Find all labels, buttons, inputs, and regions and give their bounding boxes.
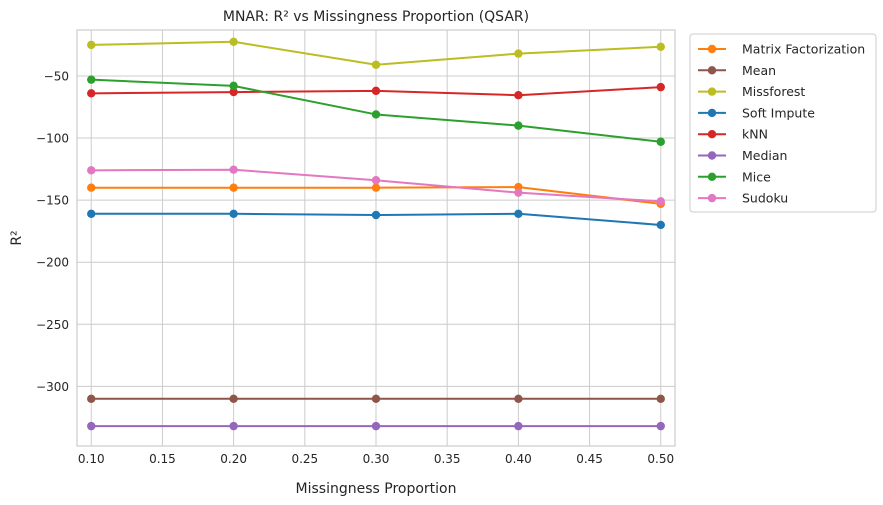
data-point <box>514 209 523 218</box>
data-point <box>229 165 238 174</box>
series-group <box>87 37 665 431</box>
data-point <box>656 82 665 92</box>
data-point <box>514 90 523 100</box>
x-axis-label: Missingness Proportion <box>296 481 457 497</box>
data-point <box>229 37 238 46</box>
data-point <box>371 110 381 119</box>
data-point <box>514 121 523 130</box>
data-point <box>87 166 96 175</box>
data-point <box>229 394 238 404</box>
x-tick-label: 0.10 <box>78 452 105 466</box>
data-point <box>87 394 96 404</box>
data-point <box>229 209 238 218</box>
data-point <box>87 183 96 192</box>
y-tick-labels: −50 −100 −150 −200 −250 −300 <box>36 69 69 393</box>
legend-item: Median <box>698 148 787 163</box>
series-knn <box>87 82 665 100</box>
x-tick-label: 0.35 <box>434 452 461 466</box>
legend-label: Sudoku <box>742 191 788 206</box>
legend-item: Sudoku <box>698 191 788 206</box>
x-tick-label: 0.15 <box>149 452 176 466</box>
data-point <box>371 210 381 220</box>
series-mean <box>87 394 665 404</box>
x-tick-label: 0.40 <box>505 452 532 466</box>
y-tick-label: −50 <box>44 69 69 83</box>
legend-swatch-marker <box>707 44 717 54</box>
series-median <box>87 421 665 431</box>
series-soft-impute <box>87 209 665 230</box>
data-point <box>656 394 665 404</box>
data-point <box>514 421 523 431</box>
y-tick-label: −300 <box>36 380 69 394</box>
x-tick-label: 0.50 <box>647 452 674 466</box>
legend: Matrix Factorization Mean Missforest Soft I… <box>689 33 877 213</box>
data-point <box>371 176 381 185</box>
data-point <box>229 183 238 192</box>
data-point <box>87 75 96 84</box>
data-point <box>229 81 238 91</box>
data-point <box>514 394 523 404</box>
data-point <box>371 183 381 192</box>
legend-label: Matrix Factorization <box>742 42 865 57</box>
y-tick-label: −250 <box>36 318 69 332</box>
data-point <box>229 421 238 431</box>
plot-frame <box>76 29 676 447</box>
x-tick-label: 0.30 <box>363 452 390 466</box>
data-point <box>371 394 381 404</box>
series-sudoku <box>87 165 665 206</box>
series-matrix-factorization <box>87 182 665 209</box>
y-axis-label: R² <box>9 230 25 245</box>
data-point <box>656 421 665 431</box>
legend-swatch-marker <box>707 87 717 96</box>
y-tick-label: −150 <box>36 194 69 208</box>
legend-label: Missforest <box>742 84 805 99</box>
legend-frame <box>689 33 877 213</box>
series-missforest <box>87 37 665 69</box>
data-point <box>656 197 665 206</box>
data-point <box>371 86 381 96</box>
x-tick-label: 0.25 <box>291 452 318 466</box>
x-tick-labels: 0.10 0.15 0.20 0.25 0.30 0.35 0.40 0.45 0.50 <box>78 452 674 466</box>
data-point <box>87 421 96 431</box>
legend-label: Mice <box>742 169 771 184</box>
legend-label: Median <box>742 148 787 163</box>
legend-item: Matrix Factorization <box>698 42 865 57</box>
legend-item: Mean <box>698 63 776 78</box>
y-tick-label: −200 <box>36 256 69 270</box>
data-point <box>87 40 96 50</box>
data-point <box>656 137 665 146</box>
legend-swatch-marker <box>707 130 717 139</box>
legend-swatch-marker <box>707 193 717 203</box>
legend-item: Soft Impute <box>698 105 815 120</box>
data-point <box>229 87 238 97</box>
data-point <box>87 209 96 218</box>
chart-title: MNAR: R² vs Missingness Proportion (QSAR… <box>223 9 529 25</box>
legend-swatch-marker <box>707 66 717 75</box>
legend-label: kNN <box>742 127 768 142</box>
legend-item: kNN <box>698 127 768 142</box>
legend-item: Missforest <box>698 84 805 99</box>
data-point <box>656 220 665 230</box>
legend-label: Mean <box>742 63 776 78</box>
legend-item: Mice <box>698 169 771 184</box>
data-point <box>656 42 665 51</box>
x-tick-label: 0.20 <box>220 452 247 466</box>
y-tick-label: −100 <box>36 132 69 146</box>
legend-label: Soft Impute <box>742 105 815 120</box>
data-point <box>371 421 381 431</box>
data-point <box>87 89 96 98</box>
x-tick-label: 0.45 <box>576 452 603 466</box>
data-point <box>371 60 381 69</box>
data-point <box>514 49 523 58</box>
series-mice <box>87 75 665 146</box>
legend-swatch-marker <box>707 151 717 160</box>
legend-swatch-marker <box>707 108 717 118</box>
y-gridlines <box>77 75 675 387</box>
legend-swatch-marker <box>707 172 717 181</box>
data-point <box>514 188 523 197</box>
